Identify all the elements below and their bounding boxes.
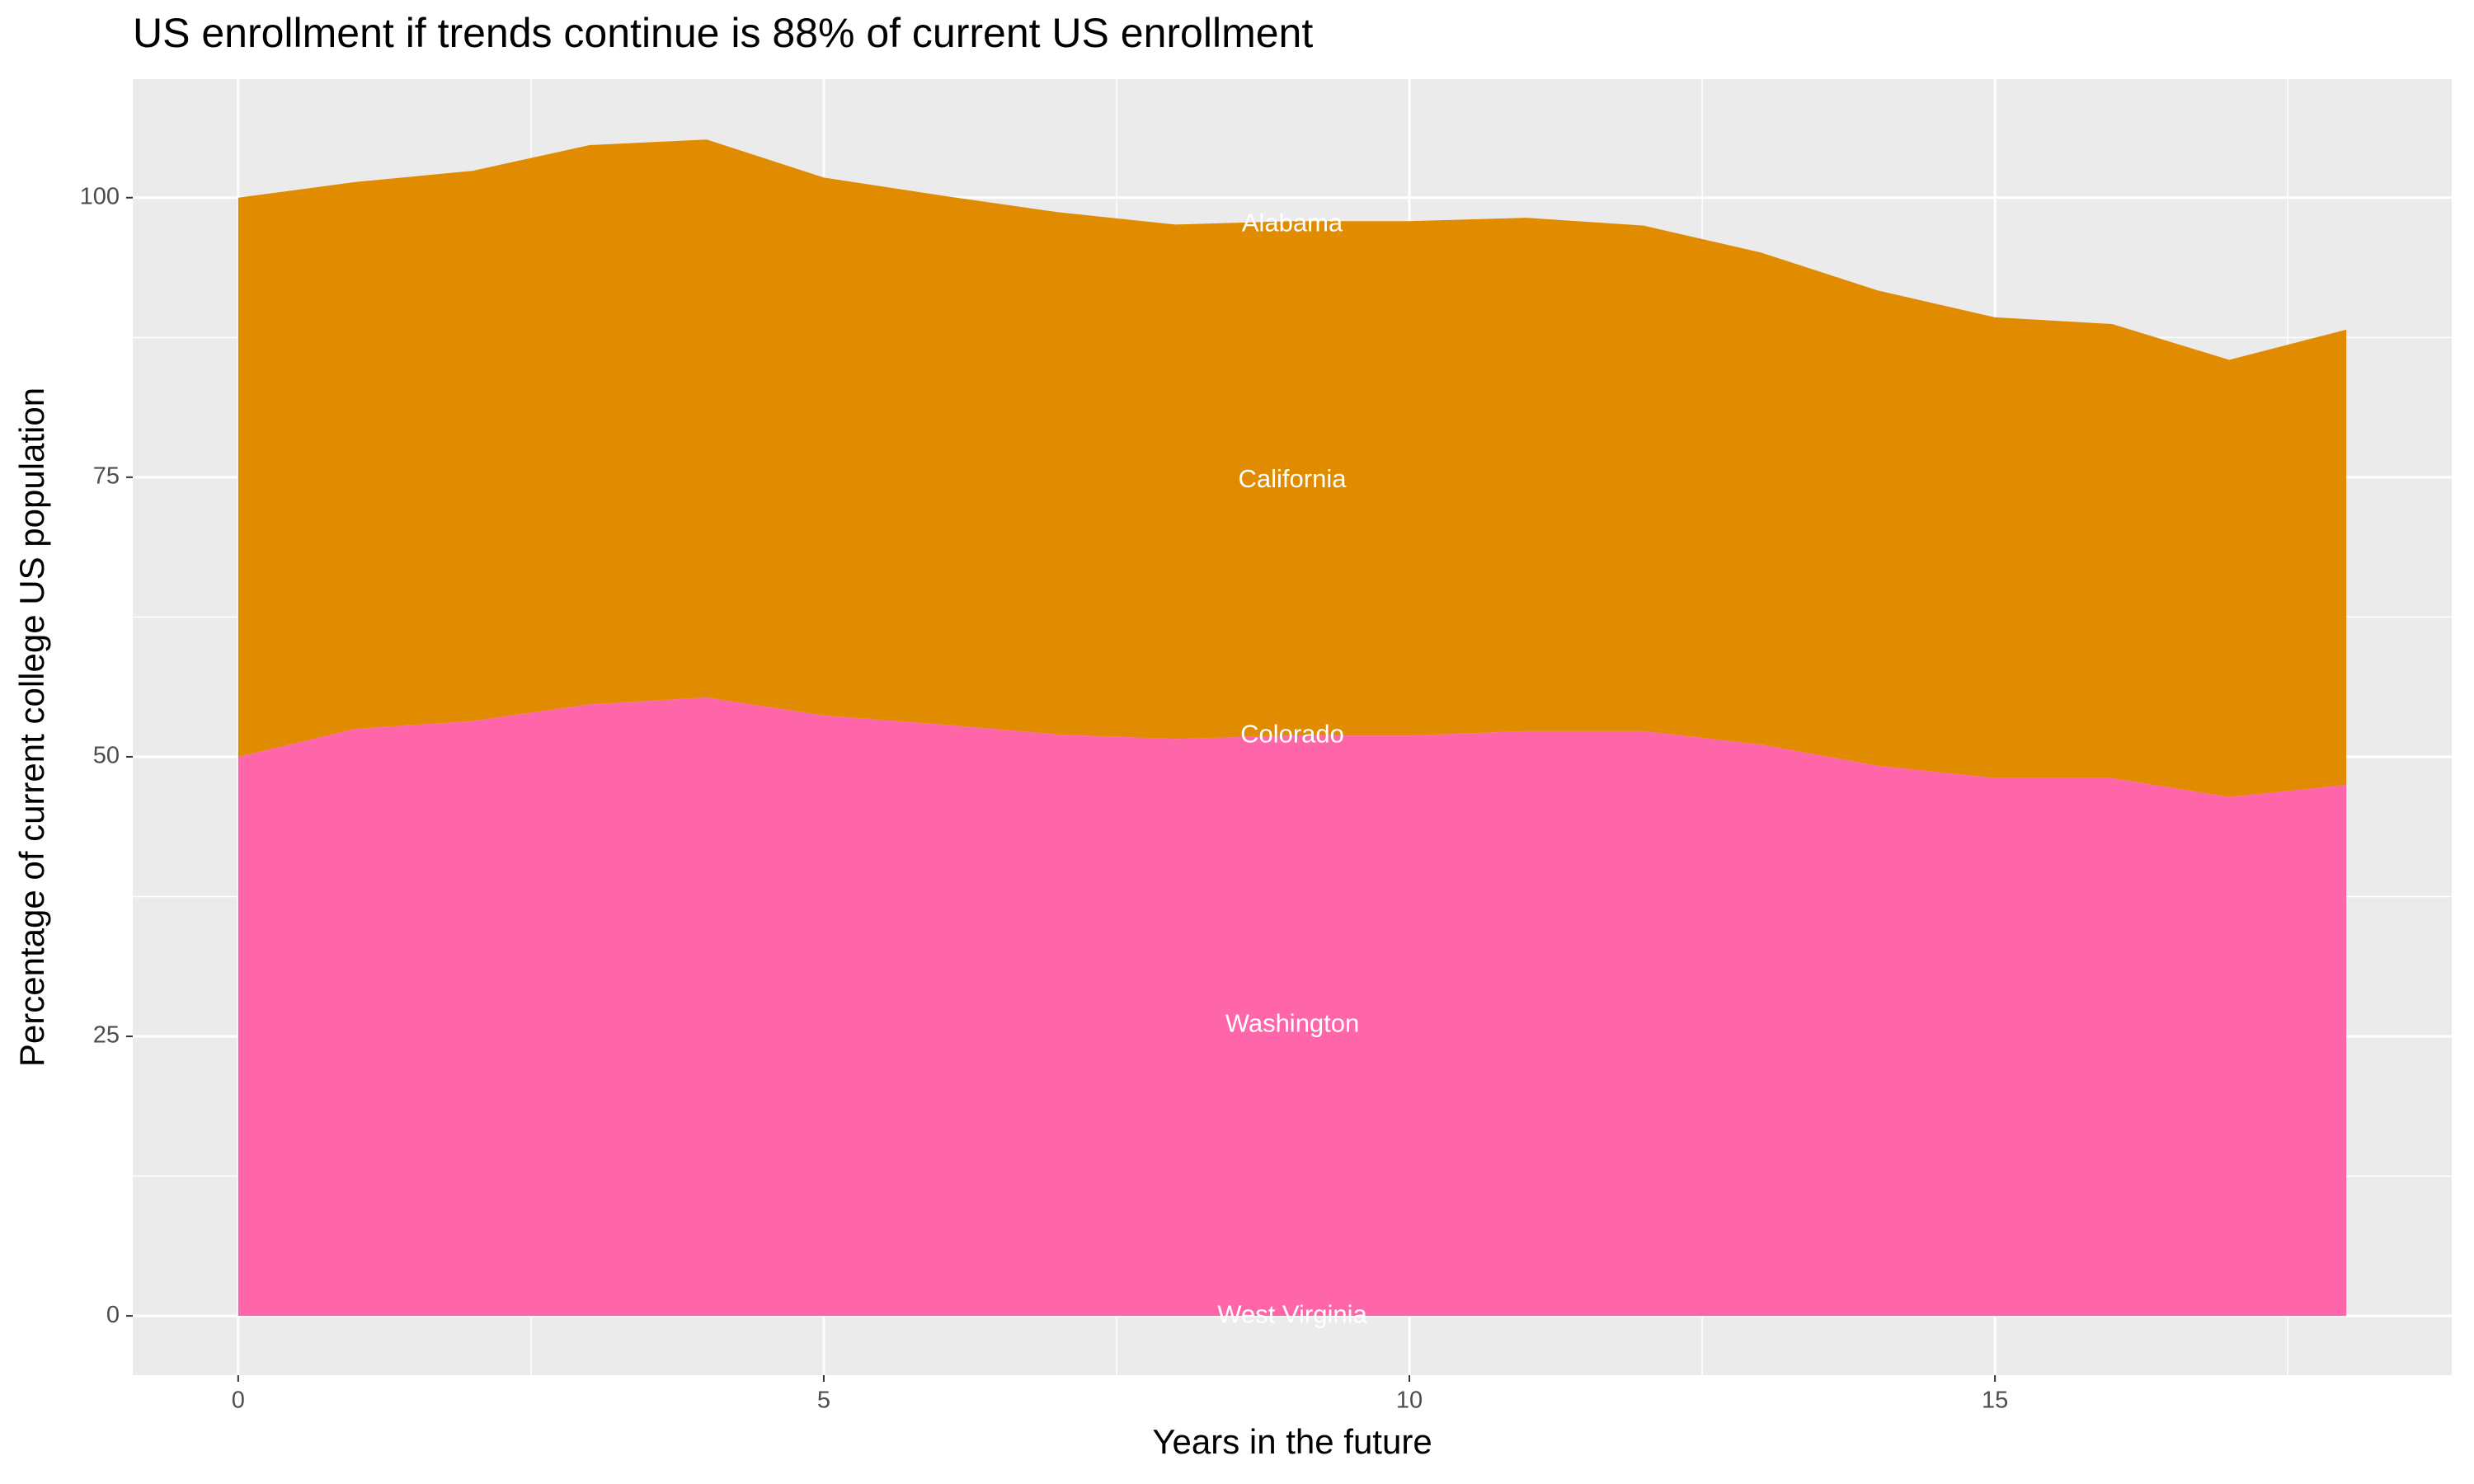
y-tick-label: 75 [93,463,120,490]
annotation: Washington [1225,1009,1360,1038]
annotation: Alabama [1242,209,1343,237]
y-tick-label: 100 [80,183,120,209]
y-tick-label: 50 [93,743,120,769]
chart-title: US enrollment if trends continue is 88% … [133,10,1313,56]
x-tick-label: 15 [1982,1388,2008,1414]
y-tick-label: 0 [106,1302,120,1328]
y-tick-label: 25 [93,1022,120,1049]
annotation: California [1239,464,1348,493]
area [238,697,2347,1317]
x-tick-label: 10 [1396,1388,1423,1414]
x-axis-title: Years in the future [1152,1422,1432,1461]
annotation: West Virginia [1217,1299,1367,1328]
x-tick-label: 0 [232,1388,245,1414]
x-tick-label: 5 [817,1388,830,1414]
area [238,139,2347,797]
annotation: Colorado [1240,719,1344,748]
y-axis-title: Percentage of current college US populat… [12,387,51,1067]
